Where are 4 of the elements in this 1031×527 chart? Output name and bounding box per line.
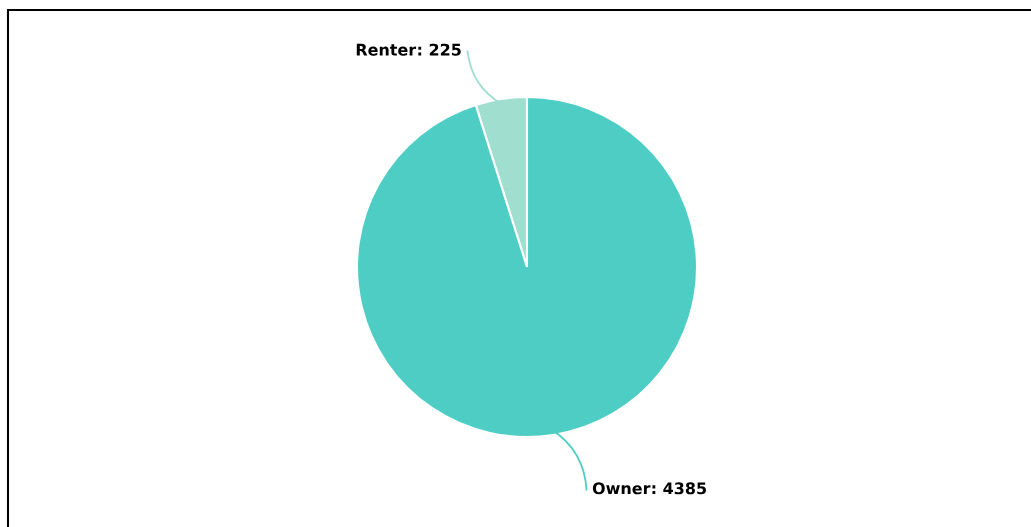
slice-label: Renter (356, 43, 417, 56)
data-label: : 225 (418, 43, 461, 56)
data-label: : 4385 (652, 482, 706, 495)
slice-label: Owner (592, 482, 651, 495)
